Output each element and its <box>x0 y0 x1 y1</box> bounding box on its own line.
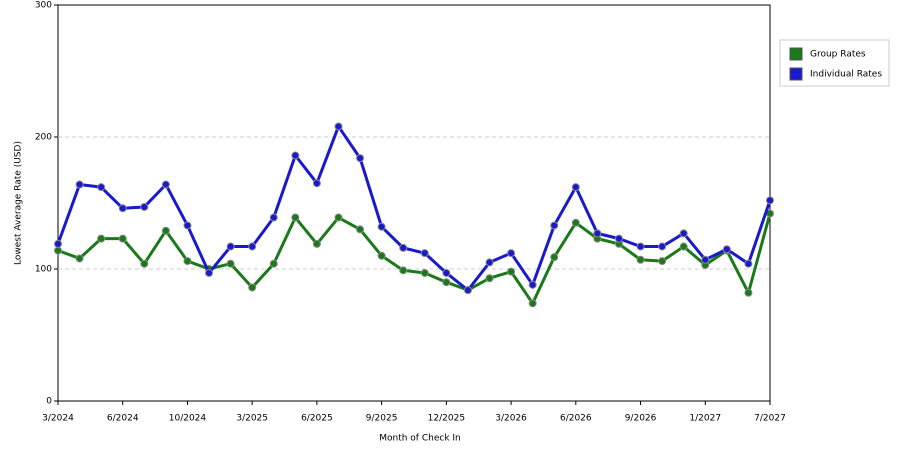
data-point <box>183 257 192 266</box>
data-point <box>97 183 106 192</box>
y-tick-label: 200 <box>35 133 52 143</box>
data-point <box>614 234 623 243</box>
data-point <box>744 259 753 268</box>
data-point <box>722 245 731 254</box>
data-point <box>356 154 365 163</box>
data-point <box>54 239 62 248</box>
y-tick-label: 300 <box>35 1 52 11</box>
data-point <box>528 299 537 308</box>
data-point <box>463 286 472 295</box>
data-point <box>571 183 580 192</box>
data-point <box>377 222 386 231</box>
data-point <box>766 196 774 205</box>
x-tick-label: 7/2027 <box>754 414 786 424</box>
data-point <box>269 213 278 222</box>
data-point <box>140 202 149 211</box>
plot-area <box>57 4 771 402</box>
x-tick-label: 6/2026 <box>560 414 592 424</box>
data-point <box>248 283 257 292</box>
x-tick-label: 1/2027 <box>689 414 721 424</box>
data-point <box>593 229 602 238</box>
data-point <box>658 257 667 266</box>
data-point <box>334 122 343 131</box>
data-point <box>183 221 192 230</box>
x-tick-label: 3/2024 <box>42 414 74 424</box>
x-tick-label: 6/2025 <box>301 414 333 424</box>
data-point <box>442 268 451 277</box>
data-point <box>442 278 451 287</box>
data-point <box>485 274 494 283</box>
data-point <box>658 242 667 251</box>
data-point <box>636 255 645 264</box>
x-tick-label: 3/2026 <box>495 414 527 424</box>
data-point <box>248 242 257 251</box>
x-tick-label: 6/2024 <box>107 414 139 424</box>
data-point <box>75 254 84 263</box>
data-point <box>97 234 106 243</box>
data-point <box>226 259 235 268</box>
data-point <box>205 268 214 277</box>
data-point <box>420 249 429 258</box>
data-point <box>485 258 494 267</box>
data-point <box>420 268 429 277</box>
data-point <box>679 229 688 238</box>
data-point <box>744 288 753 297</box>
legend-swatch <box>789 67 803 81</box>
data-point <box>377 251 386 260</box>
data-point <box>75 180 84 189</box>
data-point <box>334 213 343 222</box>
data-point <box>356 225 365 234</box>
data-point <box>161 180 170 189</box>
data-point <box>291 151 300 160</box>
data-point <box>636 242 645 251</box>
data-point <box>550 253 559 262</box>
data-point <box>140 259 149 268</box>
data-point <box>528 280 537 289</box>
data-point <box>507 267 516 276</box>
data-point <box>118 234 127 243</box>
data-point <box>679 242 688 251</box>
data-point <box>571 218 580 227</box>
data-point <box>54 246 62 255</box>
x-tick-label: 9/2025 <box>366 414 398 424</box>
data-point <box>507 249 516 258</box>
data-point <box>312 239 321 248</box>
y-tick-label: 100 <box>35 265 52 275</box>
x-tick-label: 12/2025 <box>428 414 465 424</box>
y-tick-label: 0 <box>46 397 52 407</box>
x-axis-label: Month of Check In <box>379 434 461 444</box>
y-axis-label: Lowest Average Rate (USD) <box>14 141 24 265</box>
series-line <box>56 124 772 292</box>
x-tick-label: 3/2025 <box>236 414 268 424</box>
data-point <box>269 259 278 268</box>
data-point <box>312 179 321 188</box>
series-line <box>57 213 772 305</box>
data-point <box>291 213 300 222</box>
data-point <box>161 226 170 235</box>
x-tick-label: 9/2026 <box>625 414 657 424</box>
data-point <box>550 221 559 230</box>
legend-label: Individual Rates <box>810 70 882 80</box>
data-point <box>226 242 235 251</box>
legend-label: Group Rates <box>810 50 866 60</box>
data-point <box>701 255 710 264</box>
data-point <box>399 243 408 252</box>
legend-swatch <box>789 47 803 61</box>
data-point <box>118 204 127 213</box>
x-tick-label: 10/2024 <box>169 414 207 424</box>
data-point <box>399 266 408 275</box>
